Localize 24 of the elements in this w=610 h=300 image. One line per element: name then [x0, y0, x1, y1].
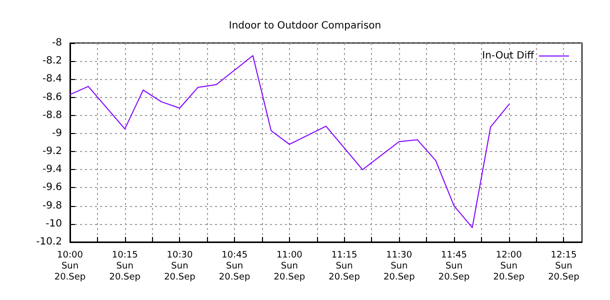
y-tick-label: -9.8 [42, 200, 62, 212]
x-tick-label: 11:45 Sun 20.Sep [438, 250, 470, 282]
y-tick-label: -9.4 [42, 164, 62, 176]
y-tick-label: -8.4 [42, 74, 62, 85]
y-tick-label: -9 [52, 128, 62, 139]
chart-title: Indoor to Outdoor Comparison [228, 20, 382, 32]
x-tick-label: 12:15 Sun 20.Sep [548, 250, 580, 282]
y-tick-label: -8.8 [42, 110, 62, 121]
x-tick-label: 10:30 Sun 20.Sep [164, 250, 196, 282]
x-tick-label: 10:45 Sun 20.Sep [218, 250, 250, 282]
x-tick-label: 10:15 Sun 20.Sep [109, 250, 141, 282]
x-tick-label: 11:15 Sun 20.Sep [328, 250, 360, 282]
x-tick-label: 12:00 Sun 20.Sep [493, 250, 525, 282]
y-tick-label: -9.6 [42, 182, 62, 194]
x-tick-label: 11:00 Sun 20.Sep [274, 250, 306, 282]
y-tick-label: -8 [52, 38, 62, 48]
y-tick-label: -8.6 [42, 92, 62, 103]
y-tick-label: -8.2 [42, 56, 62, 67]
y-tick-label: -10.2 [36, 236, 62, 248]
legend-label: In-Out Diff [482, 50, 536, 62]
x-tick-label: 10:00 Sun 20.Sep [54, 250, 86, 282]
x-tick-label: 11:30 Sun 20.Sep [384, 250, 416, 282]
y-tick-label: -10 [46, 218, 62, 230]
y-tick-label: -9.2 [42, 146, 62, 158]
